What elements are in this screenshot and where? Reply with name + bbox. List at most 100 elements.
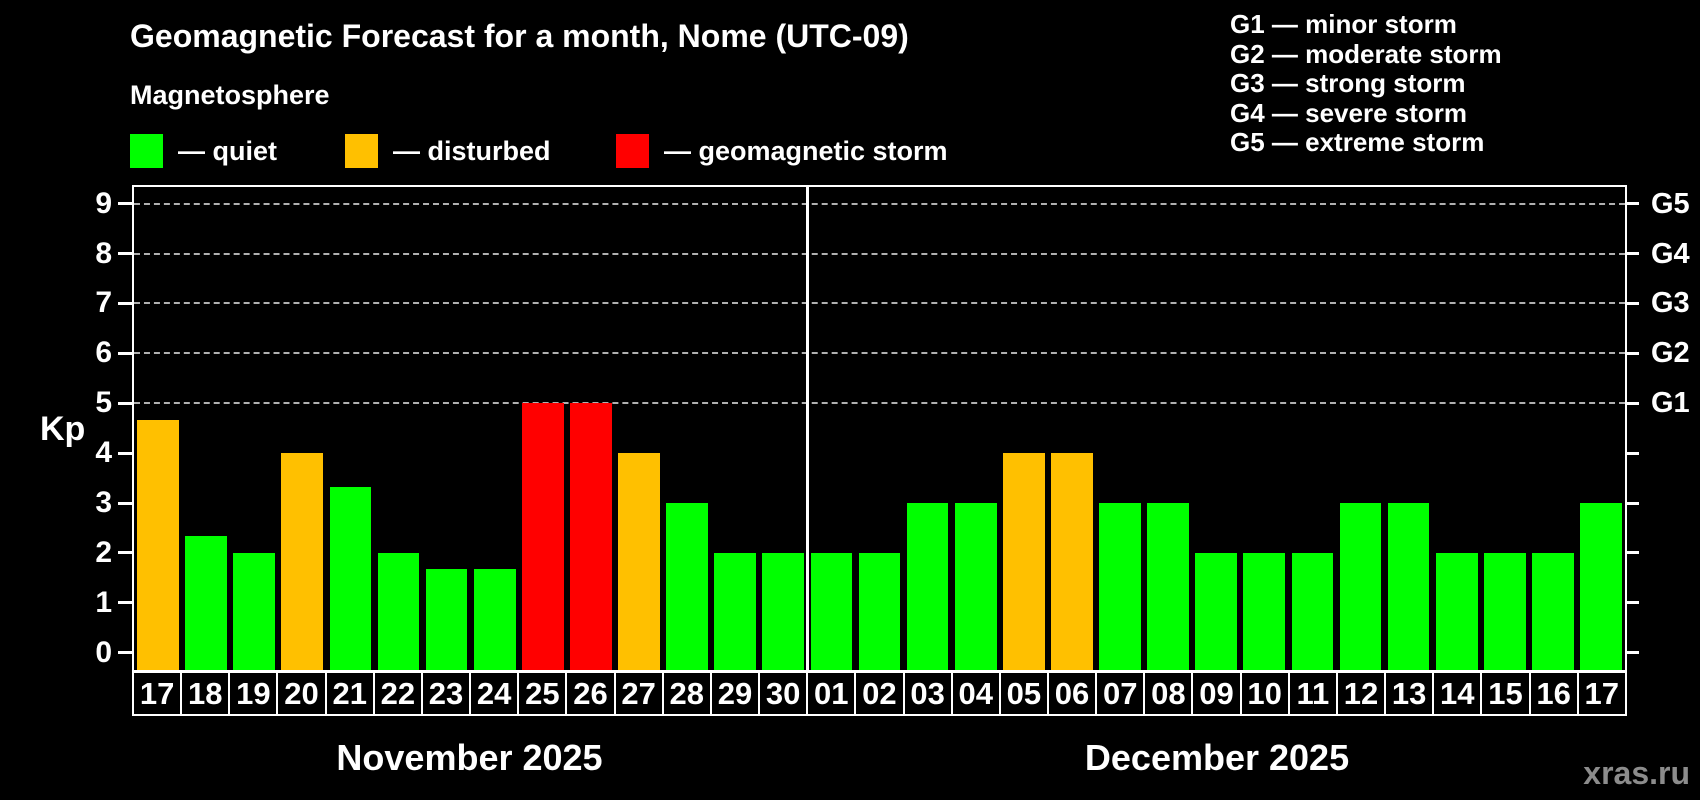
kp-bar (1002, 453, 1045, 670)
y-tick-label: 0 (95, 635, 112, 669)
kp-bar (377, 552, 420, 670)
y-tick (118, 551, 132, 555)
grid-line-kp6 (134, 352, 1625, 355)
y-tick (118, 451, 132, 455)
storm-swatch-icon (616, 134, 649, 168)
watermark: xras.ru (1583, 755, 1690, 791)
grid-line-kp7 (134, 302, 1625, 305)
kp-bar (1291, 552, 1334, 670)
kp-bar (329, 486, 372, 670)
y-tick-right (1625, 551, 1639, 555)
day-label: 08 (1143, 671, 1194, 716)
kp-bar (858, 552, 901, 670)
grid-line-kp8 (134, 252, 1625, 255)
plot-area: G1 G2 G3 G4 G5 0 1 2 3 4 5 6 7 8 9 (95, 185, 1690, 672)
day-label: 19 (228, 671, 279, 716)
day-label: 25 (517, 671, 568, 716)
day-label: 18 (180, 671, 231, 716)
y-tick-label: 6 (95, 336, 112, 370)
day-label: 14 (1432, 671, 1483, 716)
kp-bar (1483, 552, 1526, 670)
kp-bar (618, 453, 660, 670)
kp-bar (1435, 552, 1478, 670)
day-label: 28 (661, 671, 712, 716)
x-axis-day-labels: 17 18 19 20 21 22 23 24 25 26 27 28 29 30 01 02 03 04 05 06… (132, 671, 1627, 716)
kp-bar (1532, 552, 1574, 670)
kp-bar (570, 403, 612, 670)
kp-bar (521, 403, 564, 670)
kp-bar (666, 503, 708, 670)
kp-bar (1580, 503, 1622, 670)
g-tick-label: G1 (1651, 387, 1690, 420)
g-legend-line: G2 — moderate storm (1230, 38, 1502, 69)
day-label: 24 (469, 671, 520, 716)
day-label: 13 (1384, 671, 1435, 716)
chart-title: Geomagnetic Forecast for a month, Nome (… (130, 18, 909, 54)
day-label: 03 (902, 671, 953, 716)
legend-label: — geomagnetic storm (664, 136, 948, 166)
y-tick-label: 3 (95, 486, 112, 519)
g-tick-label: G5 (1651, 187, 1690, 220)
day-label: 02 (854, 671, 905, 716)
kp-bar (185, 536, 227, 670)
kp-bar (1387, 503, 1430, 670)
day-label: 29 (709, 671, 761, 716)
y-tick-label: 9 (95, 186, 112, 220)
y-tick (118, 401, 132, 405)
y-tick-right (1625, 351, 1639, 355)
day-label: 09 (1191, 671, 1242, 716)
kp-bar (1051, 453, 1093, 670)
day-label: 06 (1046, 671, 1098, 716)
kp-bar (425, 569, 468, 670)
y-tick-label: 2 (95, 535, 112, 569)
kp-bar (762, 552, 805, 670)
quiet-swatch-icon (130, 134, 163, 168)
g-legend-line: G1 — minor storm (1230, 9, 1457, 39)
day-label: 05 (998, 671, 1049, 716)
month-label-december: December 2025 (1084, 737, 1350, 778)
y-tick-right (1625, 651, 1639, 655)
y-tick (118, 651, 132, 655)
day-label: 10 (1239, 671, 1290, 716)
g-legend-line: G3 — strong storm (1230, 68, 1466, 99)
y-tick-label: 8 (95, 236, 112, 270)
g-scale-legend: G1 — minor storm G2 — moderate storm G3 — … (1230, 9, 1502, 158)
y-tick (118, 351, 132, 355)
y-tick (118, 601, 132, 605)
y-tick-label: 5 (95, 386, 112, 420)
g-tick-label: G2 (1651, 337, 1690, 370)
kp-bar (906, 503, 949, 670)
g-legend-line: G4 — severe storm (1230, 97, 1468, 128)
y-tick-right (1625, 252, 1639, 255)
day-label: 26 (565, 671, 616, 716)
y-tick-label: 4 (95, 436, 112, 470)
y-tick-right (1625, 401, 1639, 405)
kp-bar (1339, 503, 1382, 670)
y-tick-label: 7 (95, 286, 112, 320)
day-label: 07 (1095, 671, 1146, 716)
magnetosphere-label: Magnetosphere (130, 80, 330, 110)
day-label: 04 (950, 671, 1001, 716)
month-separator (805, 187, 809, 670)
y-axis-title: Kp (40, 410, 86, 448)
y-tick-right (1625, 601, 1639, 605)
kp-bar (810, 552, 853, 670)
day-label: 27 (613, 671, 664, 716)
day-label: 01 (806, 671, 857, 716)
day-label: 17 (1576, 671, 1627, 716)
kp-bar (281, 453, 324, 670)
month-label-november: November 2025 (336, 737, 603, 778)
y-tick (118, 301, 132, 305)
day-label: 15 (1480, 671, 1531, 716)
legend-label: — disturbed (393, 136, 551, 166)
day-label: 12 (1335, 671, 1387, 716)
y-tick-right (1625, 451, 1639, 455)
kp-bar (1147, 503, 1189, 670)
kp-bar (1099, 503, 1141, 670)
kp-bar (233, 552, 276, 670)
y-tick (118, 202, 132, 206)
kp-bar (137, 419, 179, 670)
day-label: 21 (324, 671, 375, 716)
grid-line-kp5 (134, 402, 1625, 405)
